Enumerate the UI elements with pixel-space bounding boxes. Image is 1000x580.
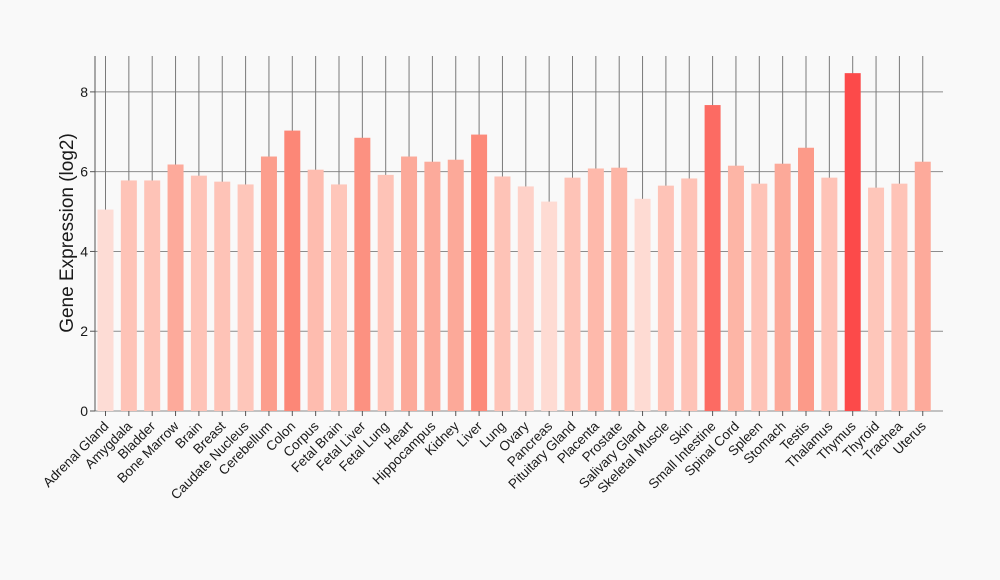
bar	[774, 163, 791, 411]
bar	[237, 184, 254, 411]
bar	[657, 185, 674, 411]
bar	[868, 187, 885, 411]
bar	[260, 156, 277, 411]
bar	[144, 180, 161, 411]
bar	[587, 168, 604, 411]
y-tick-label: 2	[80, 323, 88, 339]
bar	[424, 161, 441, 411]
bar	[354, 137, 371, 412]
bar	[190, 175, 207, 411]
y-tick-labels: 0 2 4 6 8	[80, 84, 88, 419]
bar	[821, 177, 838, 411]
bar	[120, 180, 137, 411]
bar	[751, 183, 768, 411]
bar	[97, 209, 114, 411]
bar	[727, 165, 744, 411]
y-tick-label: 4	[80, 243, 88, 259]
bar	[844, 73, 861, 412]
y-tick-label: 6	[80, 164, 88, 180]
bar	[564, 177, 581, 411]
axes	[90, 56, 924, 416]
bar	[167, 164, 184, 411]
bar	[284, 130, 301, 411]
bar	[517, 186, 534, 411]
bar	[494, 176, 511, 411]
y-axis-label: Gene Expression (log2)	[57, 133, 78, 333]
bar	[541, 201, 558, 411]
bar	[331, 184, 347, 411]
bar	[401, 156, 418, 411]
y-tick-label: 8	[80, 84, 88, 100]
bar	[377, 174, 394, 411]
bar	[214, 181, 231, 411]
bar	[471, 134, 488, 411]
bar	[307, 169, 324, 411]
bar	[704, 105, 721, 411]
y-tick-label: 0	[80, 403, 88, 419]
bar	[798, 147, 814, 411]
bar	[914, 161, 931, 411]
bar	[681, 178, 698, 411]
bar	[447, 159, 464, 411]
bar	[634, 198, 651, 411]
bars	[97, 73, 931, 412]
bar	[891, 183, 908, 411]
bar	[611, 167, 628, 411]
